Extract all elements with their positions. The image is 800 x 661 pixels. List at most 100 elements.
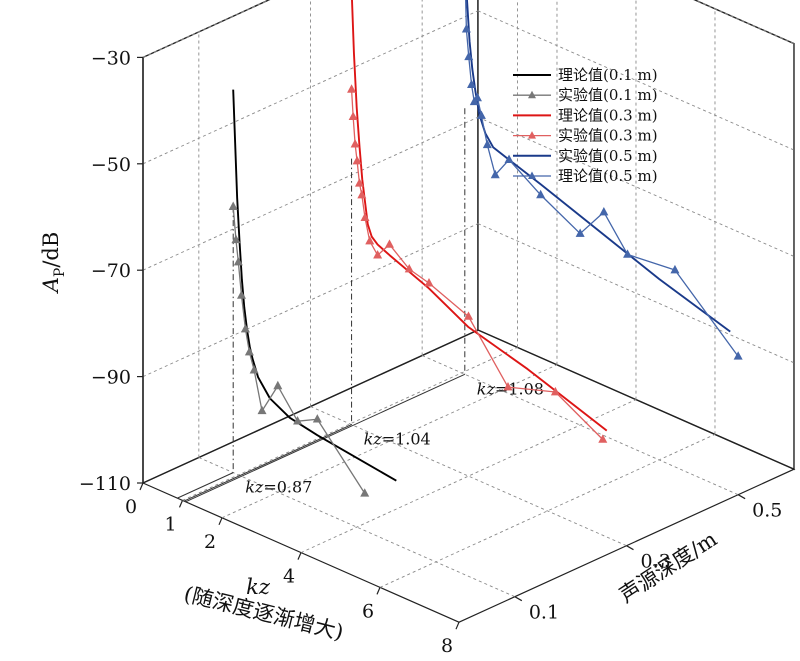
series-point [240, 323, 250, 333]
annotation-guide-line [185, 373, 466, 503]
legend-label: 实验值(0.3 m) [558, 127, 658, 145]
annotation-label: kz=0.87 [245, 478, 312, 497]
z-axis-label: AP/dB [39, 232, 68, 295]
series-point [357, 189, 367, 199]
series-point [472, 92, 482, 102]
series-point [467, 79, 477, 88]
series-point [424, 278, 434, 287]
z-axis-label-main: A [39, 277, 63, 294]
x-tick-mark [297, 552, 302, 560]
series-point [623, 249, 633, 258]
x-tick-label: 8 [441, 635, 453, 657]
legend-label: 理论值(0.1 m) [558, 66, 658, 84]
x-tick-mark [139, 482, 144, 491]
series-point [293, 416, 303, 425]
legend-label: 实验值(0.5 m) [558, 147, 658, 165]
series-point [503, 381, 513, 391]
z-axis-label-unit: /dB [39, 232, 63, 268]
series-point [236, 290, 246, 299]
z-axis-label-sub: P [52, 268, 68, 277]
grid-line [379, 433, 716, 588]
z-tick-label: −70 [91, 260, 131, 282]
series-line [465, 0, 739, 357]
annotation-guide-line [177, 472, 234, 499]
x-tick-mark [218, 517, 223, 526]
y-tick-mark [737, 494, 746, 500]
y-tick-label: 0.1 [529, 602, 559, 624]
series-point [350, 139, 360, 148]
z-tick-label: −50 [91, 154, 131, 176]
x-tick-label: 2 [204, 531, 216, 553]
series-point [373, 250, 383, 259]
grid-line [142, 0, 270, 58]
x-tick-mark [376, 587, 381, 595]
grid-line [221, 364, 558, 519]
series-point [347, 84, 357, 93]
series-point [360, 488, 370, 497]
series-point [504, 154, 514, 163]
y-tick-label: 0.3 [640, 551, 670, 573]
x-tick-label: 0 [125, 496, 137, 518]
series-point [233, 256, 243, 266]
x-axis-label: kz [246, 575, 271, 599]
chart-panels [141, 0, 796, 623]
series-point [365, 235, 375, 245]
series-point [404, 263, 414, 273]
series-line [232, 89, 397, 482]
grid-line [310, 406, 627, 547]
series-point [598, 434, 608, 443]
series-line [351, 0, 608, 432]
series-point [670, 264, 680, 274]
series-point [461, 24, 471, 33]
series-point [360, 212, 370, 222]
series-point [257, 405, 267, 415]
chart-grid [142, 0, 795, 598]
y-axis-label: 声源深度/m [615, 527, 721, 608]
floor-panel [141, 329, 796, 623]
series-point [228, 201, 238, 210]
series-point [312, 414, 322, 423]
series-point [352, 155, 362, 165]
legend-marker [528, 131, 536, 139]
series-point [599, 206, 609, 216]
legend-label: 理论值(0.3 m) [558, 106, 658, 124]
series-point [348, 111, 358, 121]
x-tick-mark [455, 621, 460, 630]
y-tick-mark [626, 545, 634, 551]
series-point [536, 189, 546, 199]
x-tick-label: 1 [164, 513, 176, 535]
y-tick-label: 0.5 [752, 500, 782, 522]
series-point [490, 169, 500, 179]
grid-line [142, 223, 479, 378]
z-tick-label: −110 [79, 473, 131, 495]
series-point [249, 365, 259, 374]
series-point [482, 139, 492, 149]
legend-label: 理论值(0.5 m) [558, 167, 658, 185]
series-point [244, 346, 254, 356]
grid-line [300, 399, 637, 554]
z-tick-label: −30 [91, 47, 131, 69]
series-point [231, 234, 241, 244]
z-tick-label: −90 [91, 367, 131, 389]
x-tick-label: 4 [283, 566, 295, 588]
series-point [464, 51, 474, 61]
x-tick-label: 6 [362, 600, 374, 622]
series-point [733, 351, 743, 360]
series-point [273, 380, 283, 390]
legend-marker [528, 171, 536, 179]
series-point [476, 110, 486, 119]
x-tick-mark [178, 500, 184, 508]
series-point [463, 311, 473, 320]
y-tick-mark [514, 596, 523, 602]
annotation-label: kz=1.04 [364, 430, 431, 449]
series-point [575, 228, 585, 237]
series-point [550, 386, 560, 396]
annotation-guide-line [183, 424, 352, 502]
grid-line [182, 346, 518, 501]
series-line [350, 89, 604, 440]
chart-series [228, 0, 743, 497]
legend-label: 实验值(0.1 m) [558, 86, 658, 104]
